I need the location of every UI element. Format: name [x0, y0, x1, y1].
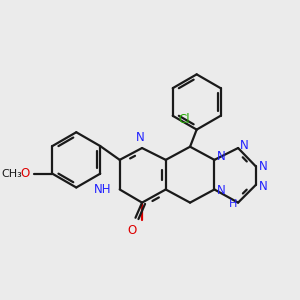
Text: N: N [217, 184, 226, 197]
Text: N: N [217, 150, 226, 163]
Text: CH₃: CH₃ [2, 169, 22, 179]
Text: N: N [240, 139, 249, 152]
Text: N: N [136, 131, 145, 144]
Text: H: H [229, 199, 237, 209]
Text: Cl: Cl [178, 112, 190, 126]
Text: O: O [127, 224, 136, 237]
Text: O: O [21, 167, 30, 180]
Text: N: N [259, 160, 267, 173]
Text: NH: NH [94, 183, 112, 196]
Text: N: N [259, 180, 267, 193]
